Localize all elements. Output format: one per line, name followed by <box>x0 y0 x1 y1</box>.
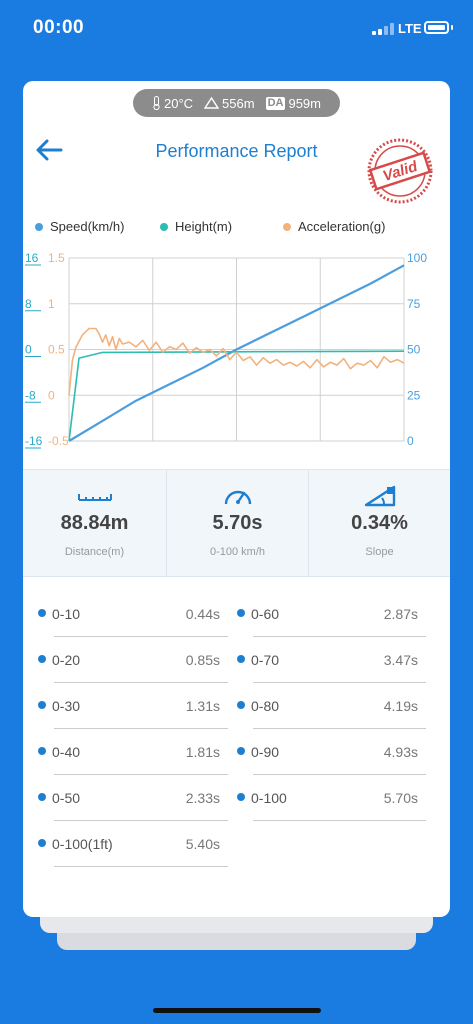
slope-label: Slope <box>365 546 394 558</box>
status-time: 00:00 <box>33 17 85 38</box>
battery-icon <box>424 21 449 34</box>
slope-icon <box>364 485 395 507</box>
thermometer-icon <box>153 96 160 110</box>
stat-acceleration-time: 5.70s 0-100 km/h <box>167 470 308 576</box>
split-row: 0-40 1.81s <box>38 729 228 775</box>
density-altitude-value: 959m <box>288 95 321 111</box>
time-label: 0-100 km/h <box>209 546 266 558</box>
legend-height: Height(m) <box>175 219 233 234</box>
speed-legend-marker <box>35 222 43 231</box>
stat-slope: 0.34% Slope <box>309 470 450 576</box>
time-value: 5.70s <box>212 512 263 534</box>
slope-value: 0.34% <box>351 512 408 534</box>
network-type: LTE <box>398 21 422 36</box>
distance-value: 88.84m <box>60 512 129 534</box>
height-tick-label: 0 <box>25 343 32 357</box>
speed-tick-label: 100 <box>407 251 427 265</box>
split-row: 0-100 5.70s <box>237 775 426 821</box>
split-row: 0-100(1ft) 5.40s <box>38 821 228 867</box>
height-tick-label: 16 <box>25 251 39 265</box>
acceleration-tick-label: 0 <box>48 388 55 402</box>
temperature-value: 20°C <box>164 95 194 111</box>
page-title: Performance Report <box>155 141 318 161</box>
acceleration-tick-label: 0.5 <box>48 343 65 357</box>
acceleration-series-line <box>68 327 405 396</box>
split-row: 0-60 2.87s <box>237 591 426 637</box>
height-series-line <box>68 350 405 442</box>
report-card: 20°C 556m DA 959m Performance Report Val… <box>23 81 450 917</box>
split-row: 0-30 1.31s <box>38 683 228 729</box>
height-tick-label: -16 <box>25 434 43 448</box>
speed-tick-label: 25 <box>407 388 421 402</box>
signal-icon <box>372 23 394 35</box>
split-row: 0-50 2.33s <box>38 775 228 821</box>
weather-pill: 20°C 556m DA 959m <box>133 89 340 117</box>
speed-tick-label: 75 <box>407 297 421 311</box>
legend-acceleration: Acceleration(g) <box>298 219 386 234</box>
speed-series-line <box>68 264 405 442</box>
acceleration-tick-label: 1.5 <box>48 251 65 265</box>
acceleration-tick-label: 1 <box>48 297 55 311</box>
stats-panel: 88.84m Distance(m) 5.70s 0-100 km/h 0.34… <box>23 469 450 577</box>
valid-stamp: Valid <box>367 138 433 204</box>
altitude-value: 556m <box>222 95 255 111</box>
density-altitude-icon: DA <box>265 96 286 110</box>
split-row: 0-70 3.47s <box>237 637 426 683</box>
speedometer-icon <box>224 490 251 505</box>
ruler-icon <box>77 494 112 501</box>
split-row: 0-90 4.93s <box>237 729 426 775</box>
height-tick-label: -8 <box>25 388 36 402</box>
speed-tick-label: 0 <box>407 434 414 448</box>
status-bar: 00:00 LTE <box>0 0 473 58</box>
distance-label: Distance(m) <box>64 546 125 558</box>
split-row: 0-10 0.44s <box>38 591 228 637</box>
mountain-icon <box>204 97 220 109</box>
height-legend-marker <box>160 222 168 231</box>
acceleration-tick-label: -0.5 <box>48 434 69 448</box>
stat-distance: 88.84m Distance(m) <box>23 470 166 576</box>
speed-tick-label: 50 <box>407 343 421 357</box>
back-arrow-icon[interactable] <box>34 137 64 163</box>
split-row: 0-80 4.19s <box>237 683 426 729</box>
split-row: 0-20 0.85s <box>38 637 228 683</box>
chart-legend: Speed(km/h) Height(m) Acceleration(g) <box>35 219 440 239</box>
home-indicator <box>153 1008 321 1013</box>
acceleration-legend-marker <box>283 222 291 231</box>
height-tick-label: 8 <box>25 297 32 311</box>
split-times: 0-10 0.44s 0-20 0.85s 0-30 1.31s 0-40 1.… <box>23 591 450 891</box>
performance-chart: 16 8 0 -8 -16 1.5 1 0.5 0 -0.5 100 75 50 25 0 <box>25 251 427 449</box>
legend-speed: Speed(km/h) <box>50 219 125 234</box>
